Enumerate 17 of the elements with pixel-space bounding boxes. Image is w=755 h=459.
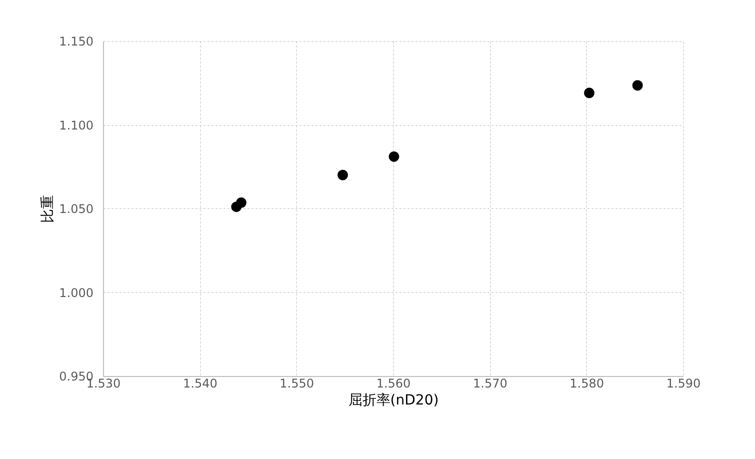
y-tick-label: 1.150 — [59, 34, 94, 48]
point — [337, 170, 348, 180]
point — [584, 88, 594, 98]
x-tick-label: 1.580 — [570, 376, 604, 390]
y-tick-label: 1.000 — [59, 286, 94, 300]
x-tick-label: 1.540 — [182, 376, 218, 390]
point — [388, 151, 400, 162]
y-tick-label: 1.100 — [59, 118, 94, 132]
x-tick-label: 1.550 — [280, 376, 314, 390]
point — [632, 80, 643, 91]
x-tick-label: 1.570 — [472, 376, 508, 390]
x-tick-label: 1.590 — [666, 376, 701, 390]
x-tick-label: 1.560 — [376, 376, 411, 390]
point — [236, 197, 246, 208]
x-axis-title: 屈折率(nD20) — [348, 392, 439, 408]
y-axis-title: 比重 — [40, 195, 56, 223]
y-tick-label: 1.050 — [59, 202, 94, 216]
